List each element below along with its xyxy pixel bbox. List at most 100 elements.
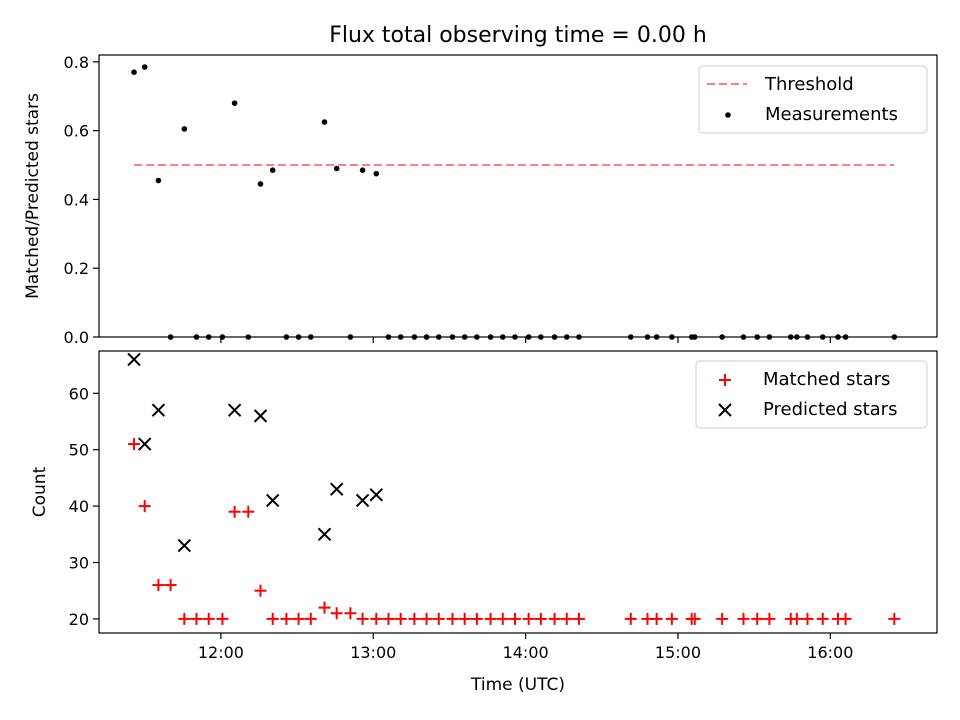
matched-star-point bbox=[280, 612, 293, 625]
matched-star-point bbox=[318, 601, 331, 614]
legend-matched-swatch bbox=[719, 374, 731, 386]
matched-star-point bbox=[138, 500, 151, 513]
count-legend: Matched stars Predicted stars bbox=[695, 360, 928, 429]
count-y-tick-label: 50 bbox=[69, 441, 89, 460]
matched-star-point bbox=[888, 612, 901, 625]
count-y-axis-label: Count bbox=[30, 466, 50, 517]
ratio-y-axis-label: Matched/Predicted stars bbox=[23, 93, 43, 299]
matched-star-point bbox=[266, 612, 279, 625]
count-x-axis: 12:00 13:00 14:00 15:00 16:00 bbox=[198, 633, 853, 662]
matched-star-point bbox=[665, 612, 678, 625]
matched-star-point bbox=[254, 584, 267, 597]
matched-star-point bbox=[572, 612, 585, 625]
ratio-y-tick-label: 0.6 bbox=[64, 122, 89, 141]
measurement-point bbox=[269, 167, 276, 174]
legend-predicted-swatch bbox=[718, 403, 732, 417]
count-y-tick-label: 40 bbox=[69, 497, 89, 516]
matched-star-point bbox=[394, 612, 407, 625]
count-panel: 20 30 40 50 60 12:00 13:00 14:00 15:00 16:00 Cou… bbox=[30, 350, 938, 695]
measurement-point bbox=[131, 69, 137, 75]
ratio-y-tick-label: 0.8 bbox=[64, 53, 89, 72]
matched-star-point bbox=[370, 612, 383, 625]
matched-star-point bbox=[560, 612, 573, 625]
predicted-star-point bbox=[369, 488, 384, 502]
ratio-y-tick-label: 0.2 bbox=[64, 259, 89, 278]
matched-star-point bbox=[242, 505, 255, 518]
matched-star-point bbox=[801, 612, 814, 625]
count-x-tick-label: 15:00 bbox=[655, 643, 701, 662]
matched-star-point bbox=[716, 612, 729, 625]
count-x-tick-label: 16:00 bbox=[807, 643, 853, 662]
measurement-point bbox=[155, 177, 162, 184]
ratio-legend-box bbox=[698, 65, 928, 134]
measurement-point bbox=[257, 181, 264, 187]
count-x-tick-label: 13:00 bbox=[350, 643, 396, 662]
predicted-star-point bbox=[177, 538, 192, 553]
predicted-star-point bbox=[355, 493, 370, 508]
predicted-star-point bbox=[151, 403, 166, 417]
matched-star-point bbox=[508, 612, 521, 625]
legend-predicted-label: Predicted stars bbox=[763, 399, 897, 420]
ratio-panel-frame bbox=[98, 54, 938, 338]
matched-star-point bbox=[839, 612, 852, 625]
matched-star-point bbox=[737, 612, 750, 625]
matched-star-point bbox=[408, 612, 421, 625]
predicted-star-point bbox=[265, 493, 280, 508]
matched-star-point bbox=[178, 612, 191, 625]
measurement-point bbox=[333, 165, 340, 172]
matched-star-point bbox=[190, 612, 203, 625]
predicted-star-point bbox=[227, 403, 242, 417]
ratio-panel: Flux total observing time = 0.00 h 0.00.… bbox=[23, 23, 938, 347]
count-y-tick-label: 20 bbox=[69, 610, 89, 629]
predicted-star-point bbox=[317, 527, 332, 542]
predicted-star-point bbox=[138, 437, 152, 451]
ratio-y-tick-label: 0.0 bbox=[64, 328, 89, 347]
count-y-tick-label: 60 bbox=[69, 384, 89, 403]
matched-star-point bbox=[152, 579, 165, 592]
legend-matched-label: Matched stars bbox=[763, 369, 890, 390]
matched-star-point bbox=[534, 612, 547, 625]
ratio-y-tick-label: 0.4 bbox=[64, 190, 89, 209]
chart-title: Flux total observing time = 0.00 h bbox=[329, 23, 707, 48]
ratio-y-axis: 0.0 0.2 0.4 0.6 0.8 bbox=[64, 53, 99, 347]
matched-star-point bbox=[470, 612, 483, 625]
count-y-axis: 20 30 40 50 60 bbox=[69, 384, 99, 629]
matched-star-point bbox=[458, 612, 471, 625]
matched-star-point bbox=[432, 612, 445, 625]
count-x-tick-label: 12:00 bbox=[198, 643, 244, 662]
matched-star-point bbox=[202, 612, 215, 625]
matched-star-point bbox=[548, 612, 561, 625]
predicted-star-point bbox=[253, 409, 268, 423]
matched-star-point bbox=[751, 612, 764, 625]
measurement-point bbox=[231, 100, 238, 106]
predicted-stars-points bbox=[127, 352, 384, 553]
legend-measurements-swatch bbox=[725, 112, 731, 118]
matched-star-point bbox=[330, 607, 343, 620]
matched-star-point bbox=[650, 612, 663, 625]
count-y-tick-label: 30 bbox=[69, 554, 89, 573]
matched-star-point bbox=[624, 612, 637, 625]
measurement-point bbox=[321, 119, 328, 125]
matched-star-point bbox=[484, 612, 497, 625]
matched-stars-points bbox=[128, 438, 901, 625]
matched-star-point bbox=[816, 612, 829, 625]
ratio-legend: Threshold Measurements bbox=[698, 65, 928, 134]
predicted-star-point bbox=[127, 352, 141, 367]
legend-threshold-label: Threshold bbox=[764, 74, 854, 95]
matched-star-point bbox=[688, 612, 701, 625]
matched-star-point bbox=[164, 579, 177, 592]
count-legend-box bbox=[695, 360, 928, 429]
matched-star-point bbox=[216, 612, 229, 625]
matched-star-point bbox=[356, 612, 369, 625]
measurement-point bbox=[373, 170, 380, 177]
measurement-point bbox=[359, 167, 366, 174]
matched-star-point bbox=[228, 505, 241, 518]
matched-star-point bbox=[763, 612, 776, 625]
matched-star-point bbox=[304, 612, 317, 625]
matched-star-point bbox=[382, 612, 395, 625]
count-x-tick-label: 14:00 bbox=[503, 643, 549, 662]
matched-star-point bbox=[522, 612, 535, 625]
legend-measurements-label: Measurements bbox=[765, 104, 898, 125]
matched-star-point bbox=[446, 612, 459, 625]
